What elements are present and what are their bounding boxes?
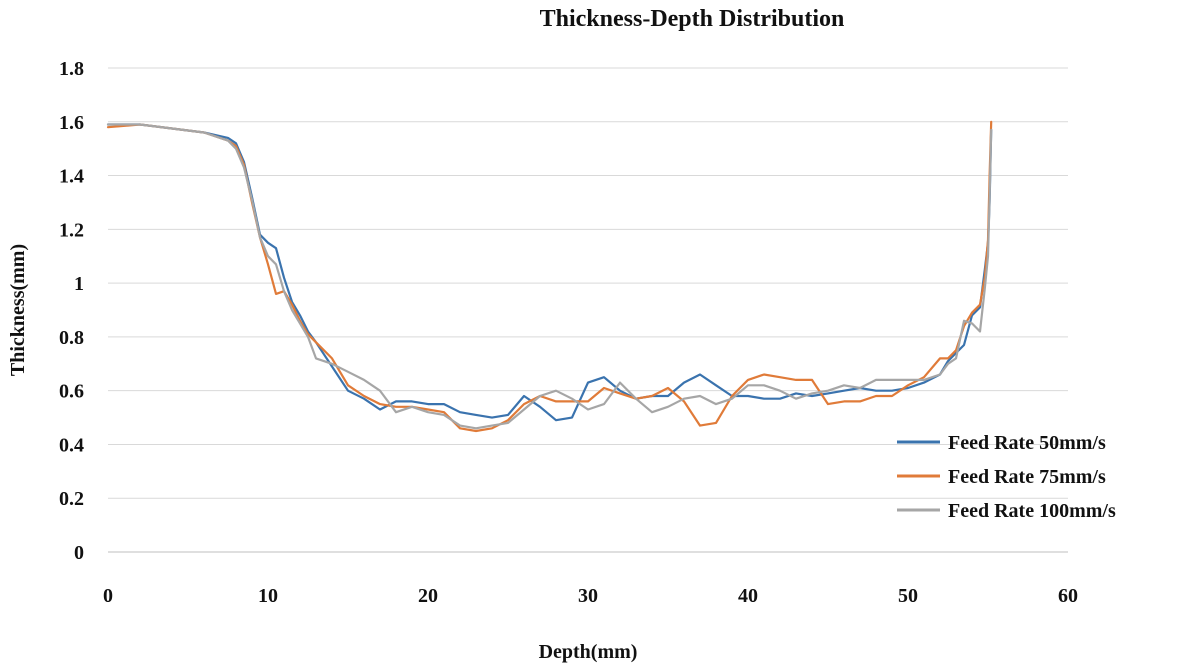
tick-labels: 0 0.2 0.4 0.6 0.8 1 1.2 1.4 1.6 1.8 0 10 20 30 40 50 60 (59, 58, 1078, 607)
legend-label-3: Feed Rate 100mm/s (948, 500, 1116, 522)
x-tick-label: 60 (1058, 585, 1078, 607)
chart-title: Thickness-Depth Distribution (540, 6, 845, 32)
y-tick-label: 1.2 (59, 219, 84, 241)
legend: Feed Rate 50mm/s Feed Rate 75mm/s Feed Rat… (897, 432, 1116, 522)
legend-label-2: Feed Rate 75mm/s (948, 466, 1106, 488)
y-tick-label: 0.6 (59, 381, 84, 403)
x-tick-label: 0 (103, 585, 113, 607)
x-tick-label: 20 (418, 585, 438, 607)
y-tick-label: 1.4 (59, 166, 84, 188)
series-lines (106, 120, 993, 433)
series-line-3 (106, 123, 993, 430)
x-tick-label: 10 (258, 585, 278, 607)
y-tick-label: 1 (74, 273, 84, 295)
y-axis-label: Thickness(mm) (7, 244, 29, 376)
y-tick-label: 1.6 (59, 112, 84, 134)
gridlines (108, 67, 1068, 499)
y-tick-label: 0 (74, 542, 84, 564)
series-line-1 (106, 123, 993, 422)
x-axis-label: Depth(mm) (539, 641, 638, 663)
y-tick-label: 0.8 (59, 327, 84, 349)
x-tick-label: 30 (578, 585, 598, 607)
x-tick-label: 50 (898, 585, 918, 607)
y-tick-label: 0.4 (59, 434, 84, 456)
x-tick-label: 40 (738, 585, 758, 607)
y-tick-label: 0.2 (59, 488, 84, 510)
y-tick-label: 1.8 (59, 58, 84, 80)
series-line-2 (106, 120, 993, 433)
legend-label-1: Feed Rate 50mm/s (948, 432, 1106, 454)
